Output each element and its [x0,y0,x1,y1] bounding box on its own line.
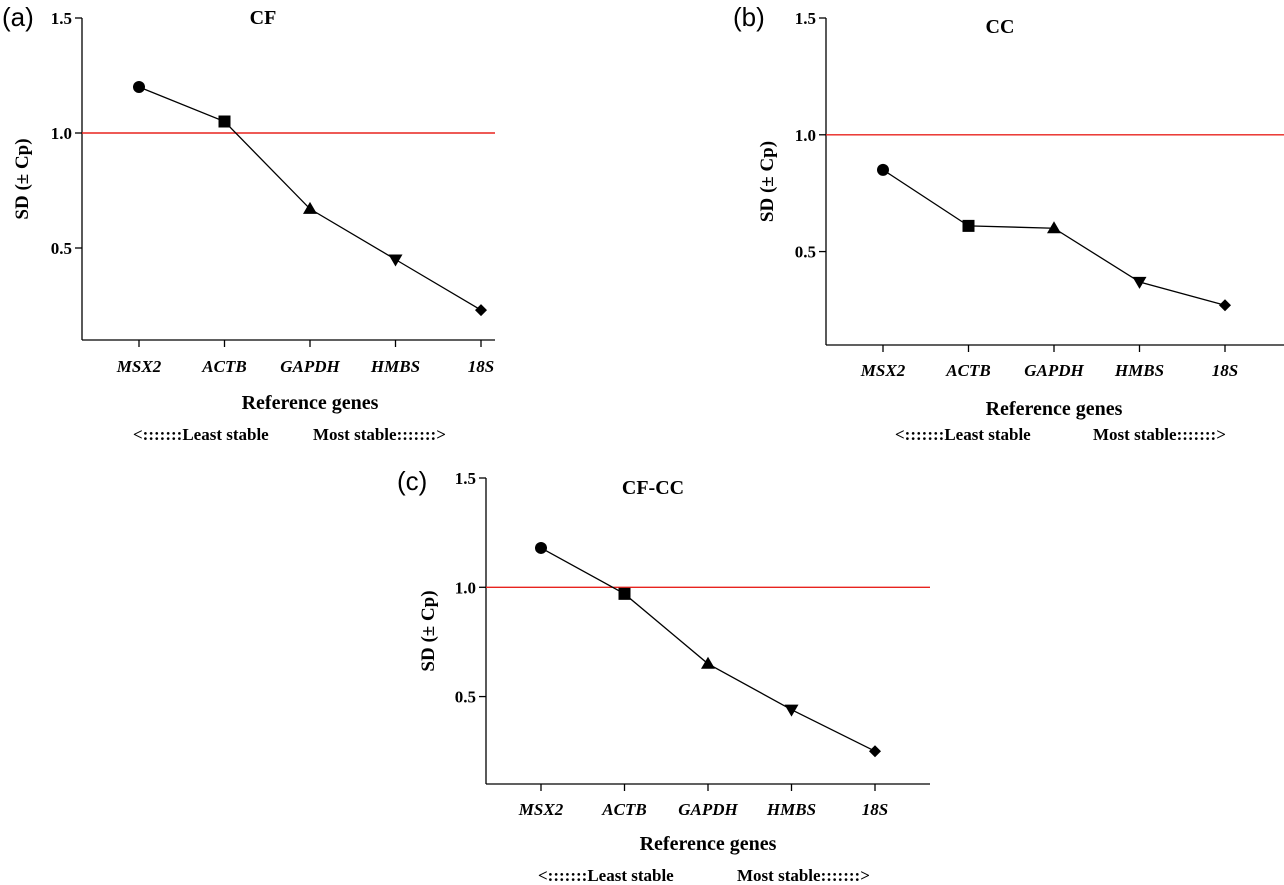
data-point [701,656,715,669]
x-axis-label: Reference genes [986,398,1123,420]
data-point [1132,276,1147,289]
x-axis-label: Reference genes [640,833,777,855]
chart-title: CC [986,16,1015,38]
data-point [1047,221,1061,234]
x-tick-label: GAPDH [678,800,738,819]
y-tick-label: 1.5 [455,469,476,488]
panel-label: (c) [397,466,427,496]
y-axis-label: SD (± Cp) [418,590,439,671]
least-stable-note: <:::::::Least stable [538,866,674,885]
most-stable-note: Most stable:::::::> [737,866,870,885]
data-point [784,704,799,717]
x-tick-label: 18S [1212,361,1238,380]
data-point [618,587,631,600]
data-point [475,304,487,317]
y-axis-label: SD (± Cp) [757,141,778,222]
data-point [1219,299,1231,312]
chart-title: CF [250,7,277,29]
most-stable-note: Most stable:::::::> [1093,425,1226,444]
x-tick-label: MSX2 [860,361,906,380]
x-tick-label: ACTB [945,361,990,380]
x-tick-label: 18S [468,357,494,376]
y-tick-label: 0.5 [795,243,816,262]
y-tick-label: 0.5 [51,239,72,258]
data-point [535,541,547,554]
x-tick-label: MSX2 [116,357,162,376]
x-tick-label: HMBS [766,800,816,819]
y-axis-label: SD (± Cp) [12,138,33,219]
chart-panel: (b) CC 0.5 1.0 1.5 MSX2 ACTB GAPDH HMBS 18S Refere… [733,2,1284,444]
data-point [303,201,317,214]
x-axis-label: Reference genes [242,392,379,414]
x-tick-label: MSX2 [518,800,564,819]
data-point [133,81,145,93]
x-tick-label: HMBS [1114,361,1164,380]
data-point [218,115,231,128]
least-stable-note: <:::::::Least stable [895,425,1031,444]
series-line [540,547,876,752]
y-tick-label: 1.0 [795,126,816,145]
series-line [138,86,482,311]
chart-panel: (a) CF 0.5 1.0 1.5 MSX2 ACTB GAPDH HMBS 18S Refere… [2,2,495,444]
x-tick-label: GAPDH [280,357,340,376]
data-point [388,254,403,267]
panel-label: (b) [733,2,765,32]
x-tick-label: HMBS [370,357,420,376]
y-tick-label: 1.0 [455,578,476,597]
panel-label: (a) [2,2,34,32]
data-point [877,163,889,176]
chart-panel: (c) CF-CC 0.5 1.0 1.5 MSX2 ACTB GAPDH HMBS 18S Ref… [397,466,930,885]
x-tick-label: 18S [862,800,888,819]
series-line [882,169,1226,306]
data-point [962,219,975,232]
x-tick-label: ACTB [601,800,646,819]
x-tick-label: GAPDH [1024,361,1084,380]
least-stable-note: <:::::::Least stable [133,425,269,444]
most-stable-note: Most stable:::::::> [313,425,446,444]
y-tick-label: 1.5 [51,9,72,28]
data-point [869,745,881,758]
y-tick-label: 1.0 [51,124,72,143]
x-tick-label: ACTB [201,357,246,376]
chart-title: CF-CC [622,477,684,499]
y-tick-label: 0.5 [455,688,476,707]
y-tick-label: 1.5 [795,9,816,28]
